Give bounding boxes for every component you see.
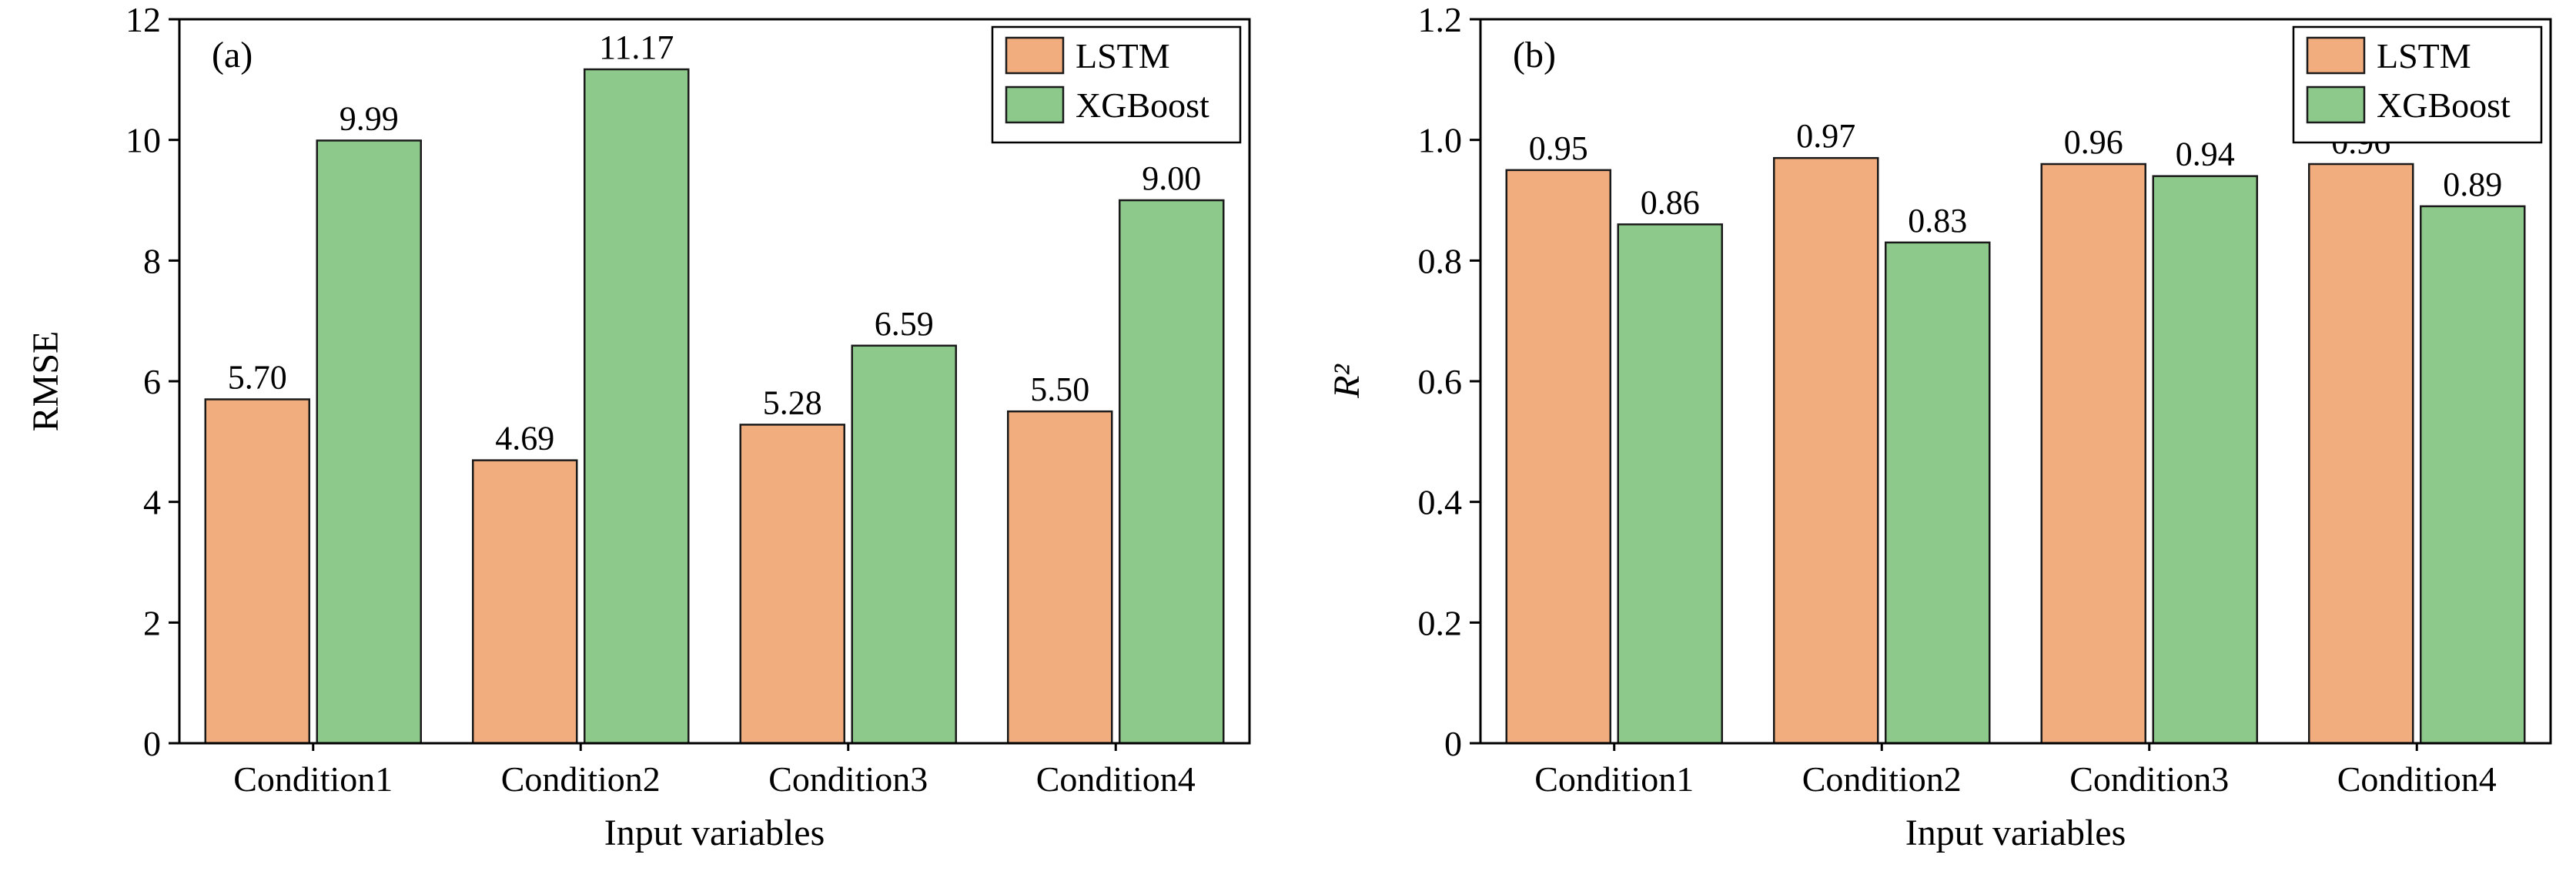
y-tick-label: 8 bbox=[143, 241, 161, 280]
category-label: Condition2 bbox=[1802, 759, 1962, 799]
y-axis-label: R² bbox=[1326, 364, 1367, 399]
y-tick-label: 0.6 bbox=[1418, 362, 1463, 401]
y-tick-label: 0 bbox=[143, 724, 161, 763]
bar-xgboost-condition2 bbox=[1885, 241, 1991, 745]
legend-label-lstm: LSTM bbox=[1076, 36, 1170, 75]
y-tick-label: 0.2 bbox=[1418, 603, 1463, 642]
panel-label: (b) bbox=[1513, 35, 1556, 75]
legend-label-lstm: LSTM bbox=[2377, 36, 2471, 75]
value-label: 0.89 bbox=[2443, 166, 2502, 203]
value-label: 0.95 bbox=[1529, 129, 1588, 167]
bar-lstm-condition3 bbox=[739, 424, 845, 745]
value-label: 6.59 bbox=[875, 305, 934, 343]
legend-label-xgboost: XGBoost bbox=[1076, 85, 1209, 125]
value-label: 5.50 bbox=[1030, 370, 1089, 408]
bar-chart-rmse: 5.70 9.99 Condition1 4.69 11.17 Condition2 5.2… bbox=[25, 0, 1251, 853]
bar-xgboost-condition1 bbox=[316, 139, 422, 745]
value-label: 0.96 bbox=[2064, 123, 2123, 161]
category-label: Condition4 bbox=[1036, 759, 1196, 799]
category-label: Condition4 bbox=[2337, 759, 2497, 799]
y-tick-label: 4 bbox=[143, 483, 161, 522]
y-tick-label: 0.4 bbox=[1418, 483, 1463, 522]
value-label: 9.99 bbox=[340, 99, 399, 137]
y-tick-label: 1.0 bbox=[1418, 121, 1463, 160]
value-label: 0.97 bbox=[1796, 117, 1855, 155]
bar-xgboost-condition4 bbox=[2420, 205, 2526, 745]
bar-lstm-condition2 bbox=[1773, 156, 1879, 745]
bar-lstm-condition2 bbox=[472, 459, 578, 745]
value-label: 5.70 bbox=[228, 359, 287, 397]
bar-lstm-condition4 bbox=[2308, 163, 2414, 745]
chart-panel-b: 0.95 0.86 Condition1 0.97 0.83 Condition2 0.96… bbox=[1303, 0, 2574, 878]
bar-xgboost-condition1 bbox=[1617, 223, 1723, 745]
legend-swatch-xgboost bbox=[2306, 85, 2366, 124]
bar-lstm-condition1 bbox=[1505, 169, 1611, 745]
panel-label: (a) bbox=[212, 35, 253, 75]
y-tick-label: 6 bbox=[143, 362, 161, 401]
bar-chart-r2: 0.95 0.86 Condition1 0.97 0.83 Condition2 0.96… bbox=[1326, 0, 2552, 853]
legend-swatch-lstm bbox=[1005, 36, 1065, 75]
category-label: Condition3 bbox=[2069, 759, 2229, 799]
x-axis-label: Input variables bbox=[1905, 813, 2126, 853]
y-tick-label: 2 bbox=[143, 603, 161, 642]
value-label: 0.86 bbox=[1641, 183, 1700, 221]
y-tick-label: 0.8 bbox=[1418, 241, 1463, 280]
bar-xgboost-condition4 bbox=[1119, 199, 1225, 745]
bar-xgboost-condition3 bbox=[2152, 175, 2258, 745]
y-tick-label: 12 bbox=[125, 0, 161, 39]
bar-xgboost-condition2 bbox=[584, 68, 690, 745]
y-tick-label: 10 bbox=[125, 121, 161, 160]
bar-xgboost-condition3 bbox=[851, 344, 957, 745]
bar-lstm-condition1 bbox=[204, 398, 310, 745]
category-label: Condition1 bbox=[1534, 759, 1694, 799]
category-label: Condition2 bbox=[501, 759, 661, 799]
y-axis-label: RMSE bbox=[25, 331, 66, 432]
value-label: 0.94 bbox=[2176, 136, 2235, 173]
y-tick-label: 1.2 bbox=[1418, 0, 1463, 39]
value-label: 4.69 bbox=[495, 420, 554, 457]
bar-lstm-condition3 bbox=[2040, 163, 2146, 745]
value-label: 0.83 bbox=[1908, 202, 1967, 240]
bar-lstm-condition4 bbox=[1007, 410, 1113, 745]
legend-swatch-xgboost bbox=[1005, 85, 1065, 124]
legend-label-xgboost: XGBoost bbox=[2377, 85, 2511, 125]
value-label: 11.17 bbox=[599, 28, 674, 66]
x-axis-label: Input variables bbox=[604, 813, 825, 853]
value-label: 9.00 bbox=[1142, 159, 1201, 197]
value-label: 5.28 bbox=[763, 384, 822, 421]
category-label: Condition1 bbox=[233, 759, 393, 799]
chart-panel-a: 5.70 9.99 Condition1 4.69 11.17 Condition2 5.2… bbox=[2, 0, 1273, 878]
legend-swatch-lstm bbox=[2306, 36, 2366, 75]
y-tick-label: 0 bbox=[1444, 724, 1462, 763]
category-label: Condition3 bbox=[768, 759, 928, 799]
